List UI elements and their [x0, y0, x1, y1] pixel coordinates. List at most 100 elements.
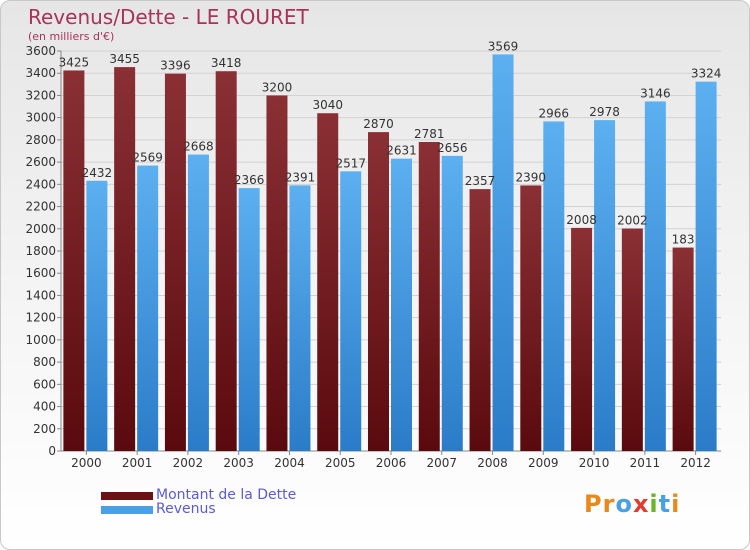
bar-dette [571, 227, 593, 451]
proxiti-logo: Proxiti [584, 490, 680, 518]
legend-label-dette: Montant de la Dette [156, 487, 297, 503]
logo-letter: i [649, 490, 659, 518]
bar-revenus [340, 171, 362, 452]
chart-title: Revenus/Dette - LE ROURET [28, 5, 309, 29]
bars [63, 54, 717, 452]
y-tick-label: 2000 [25, 222, 56, 236]
y-tick-label: 2800 [25, 133, 56, 147]
data-label: 2668 [183, 140, 214, 154]
y-tick-label: 1000 [25, 333, 56, 347]
y-tick-label: 2600 [25, 155, 56, 169]
x-tick-label: 2012 [680, 456, 711, 470]
x-tick-label: 2006 [376, 456, 407, 470]
data-label: 2656 [437, 141, 468, 155]
data-label: 2870 [363, 117, 394, 131]
bar-dette [368, 132, 389, 451]
data-label: 2008 [566, 213, 597, 227]
x-tick-label: 2007 [426, 456, 457, 470]
data-label: 3425 [59, 55, 90, 69]
y-tick-label: 3000 [25, 111, 56, 125]
x-tick-label: 2008 [477, 456, 508, 470]
data-label: 2631 [386, 144, 417, 158]
data-label: 2781 [414, 127, 445, 141]
data-label: 2390 [516, 170, 547, 184]
y-tick-label: 400 [33, 400, 56, 414]
x-tick-label: 2011 [630, 456, 661, 470]
bar-dette [266, 95, 288, 451]
data-label: 2569 [132, 151, 163, 165]
bar-dette [520, 185, 542, 451]
data-label: 3396 [160, 59, 191, 73]
y-tick-label: 1600 [25, 266, 56, 280]
bar-revenus [594, 120, 616, 451]
data-label: 2517 [335, 156, 366, 170]
data-label: 3040 [312, 98, 343, 112]
data-label: 3569 [488, 39, 519, 53]
bar-dette [469, 189, 491, 451]
bar-dette [418, 142, 440, 451]
y-tick-label: 800 [33, 355, 56, 369]
y-tick-label: 2400 [25, 177, 56, 191]
legend-label-revenus: Revenus [156, 501, 216, 517]
logo-letter: x [632, 490, 650, 518]
bar-revenus [492, 54, 514, 451]
y-tick-label: 200 [33, 422, 56, 436]
logo-letter: t [658, 490, 672, 518]
y-tick-label: 1200 [25, 311, 56, 325]
bar-dette [317, 113, 339, 451]
data-label: 2978 [589, 105, 620, 119]
bar-revenus [86, 180, 108, 451]
bar-revenus [543, 121, 565, 451]
data-label: 2357 [465, 174, 496, 188]
data-label: 2432 [82, 166, 113, 180]
logo-letter: r [602, 490, 616, 518]
data-label: 2002 [617, 214, 648, 228]
x-tick-label: 2001 [122, 456, 153, 470]
data-label: 3200 [262, 80, 293, 94]
x-tick-label: 2004 [274, 456, 305, 470]
x-tick-label: 2003 [223, 456, 254, 470]
bar-dette [164, 73, 186, 452]
x-tick-label: 2009 [528, 456, 559, 470]
bar-dette [672, 247, 694, 451]
y-tick-label: 1800 [25, 244, 56, 258]
data-label: 3146 [640, 86, 671, 100]
logo-letter: P [584, 490, 603, 518]
bar-dette [63, 70, 85, 451]
data-label: 3455 [109, 52, 140, 66]
bar-dette [621, 228, 643, 451]
data-label: 2366 [234, 173, 265, 187]
bar-revenus [137, 165, 159, 452]
x-tick-label: 2005 [325, 456, 356, 470]
y-tick-label: 0 [48, 444, 56, 458]
bar-dette [215, 71, 237, 451]
bar-revenus [644, 101, 666, 451]
legend-swatch-revenus [101, 506, 153, 514]
y-tick-label: 3200 [25, 88, 56, 102]
logo-letter: i [671, 490, 681, 518]
bar-revenus [391, 158, 412, 451]
bar-revenus [238, 188, 260, 451]
y-tick-label: 2200 [25, 200, 56, 214]
y-tick-label: 3600 [25, 44, 56, 58]
data-label: 2966 [539, 106, 570, 120]
y-tick-label: 3400 [25, 66, 56, 80]
bar-revenus [441, 155, 463, 451]
data-label: 3418 [211, 56, 242, 70]
data-label: 183 [672, 233, 695, 247]
y-tick-label: 1400 [25, 288, 56, 302]
x-tick-label: 2000 [71, 456, 102, 470]
bar-revenus [695, 81, 717, 452]
legend-swatch-dette [101, 492, 153, 500]
x-tick-label: 2010 [579, 456, 610, 470]
data-label: 2391 [285, 170, 316, 184]
bar-revenus [289, 185, 311, 452]
chart-subtitle: (en milliers d'€) [28, 30, 115, 43]
x-tick-label: 2002 [173, 456, 204, 470]
bar-dette [114, 67, 136, 451]
bar-revenus [187, 154, 209, 452]
logo-letter: o [615, 490, 633, 518]
y-tick-label: 600 [33, 377, 56, 391]
